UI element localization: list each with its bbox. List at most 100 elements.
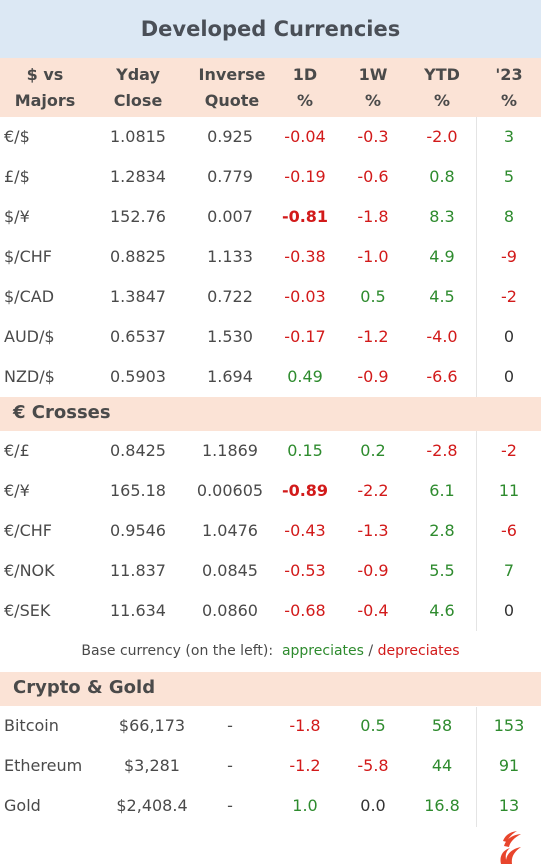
- header-inverse-line1: Inverse: [198, 64, 266, 84]
- pair-label: $/CAD: [4, 287, 55, 306]
- header-1d-line2: %: [296, 90, 314, 110]
- pair-label: Ethereum: [4, 756, 83, 775]
- pair-label: NZD/$: [4, 367, 55, 386]
- change-ytd: 6.1: [429, 481, 455, 500]
- header-1w: 1W%: [318, 58, 428, 117]
- close-value: 165.18: [110, 481, 166, 500]
- change-ytd: -4.0: [426, 327, 458, 346]
- header-ytd-line2: %: [433, 90, 451, 110]
- section-header: € Crosses: [0, 397, 541, 431]
- close-value: $66,173: [118, 716, 186, 735]
- header-pair: $ vs Majors: [0, 58, 100, 117]
- table-row: €/$ 1.0815 0.925 -0.04 -0.3 -2.0 3: [0, 117, 541, 157]
- change-2023: 11: [498, 481, 520, 500]
- change-ytd: 2.8: [429, 521, 455, 540]
- change-1w: -0.9: [357, 561, 389, 580]
- change-1d: -0.19: [284, 167, 326, 186]
- pair-label: €/NOK: [4, 561, 55, 580]
- change-1w: -1.0: [357, 247, 389, 266]
- legend-negative: depreciates: [377, 643, 460, 659]
- change-1w: -0.4: [357, 601, 389, 620]
- change-2023: 0: [503, 367, 515, 386]
- header-23: '23%: [454, 58, 541, 117]
- change-2023: 0: [503, 601, 515, 620]
- header-inverse: Inverse Quote: [177, 58, 287, 117]
- header-1d: 1D%: [250, 58, 360, 117]
- pair-label: €/£: [4, 441, 30, 460]
- change-1w: -0.3: [357, 127, 389, 146]
- inverse-value: 0.00605: [196, 481, 264, 500]
- change-2023: 91: [498, 756, 520, 775]
- change-ytd: 16.8: [424, 796, 460, 815]
- change-1d: 1.0: [292, 796, 318, 815]
- change-2023: 0: [503, 327, 515, 346]
- pair-label: £/$: [4, 167, 30, 186]
- change-1d: -1.8: [289, 716, 321, 735]
- change-ytd: 5.5: [429, 561, 455, 580]
- header-ytd: YTD%: [387, 58, 497, 117]
- change-2023: -6: [501, 521, 517, 540]
- change-1d: -0.53: [284, 561, 326, 580]
- header-1d-line1: 1D: [292, 64, 318, 84]
- change-ytd: 4.5: [429, 287, 455, 306]
- change-2023: 5: [503, 167, 515, 186]
- table-row: $/CAD 1.3847 0.722 -0.03 0.5 4.5 -2: [0, 277, 541, 317]
- page-title: Developed Currencies: [140, 17, 401, 41]
- change-1d: -0.81: [281, 207, 329, 226]
- title-bar: Developed Currencies: [0, 0, 541, 58]
- inverse-value: 1.133: [207, 247, 253, 266]
- close-value: 152.76: [110, 207, 166, 226]
- table-row: $/¥ 152.76 0.007 -0.81 -1.8 8.3 8: [0, 197, 541, 237]
- header-close-line2: Close: [113, 90, 163, 110]
- pair-label: AUD/$: [4, 327, 55, 346]
- pair-label: €/¥: [4, 481, 30, 500]
- change-1d: 0.49: [287, 367, 323, 386]
- change-1w: 0.5: [360, 287, 386, 306]
- change-1d: -0.38: [284, 247, 326, 266]
- change-1w: -1.2: [357, 327, 389, 346]
- change-2023: 8: [503, 207, 515, 226]
- table-row: €/£ 0.8425 1.1869 0.15 0.2 -2.8 -2: [0, 431, 541, 471]
- change-2023: -9: [501, 247, 517, 266]
- header-pair-line2: Majors: [14, 90, 76, 110]
- inverse-value: 0.925: [207, 127, 253, 146]
- legend-separator: /: [368, 643, 374, 659]
- column-divider: [476, 117, 477, 397]
- close-value: 1.0815: [110, 127, 166, 146]
- inverse-value: 1.1869: [202, 441, 258, 460]
- close-value: 0.8825: [110, 247, 166, 266]
- header-1w-line2: %: [364, 90, 382, 110]
- inverse-value: 0.007: [207, 207, 253, 226]
- change-1w: 0.0: [360, 796, 386, 815]
- change-1d: -1.2: [289, 756, 321, 775]
- header-1w-line1: 1W: [358, 64, 388, 84]
- table-row: NZD/$ 0.5903 1.694 0.49 -0.9 -6.6 0: [0, 357, 541, 397]
- header-close: Yday Close: [83, 58, 193, 117]
- inverse-value: -: [227, 756, 233, 775]
- change-1d: -0.68: [284, 601, 326, 620]
- close-value: 0.5903: [110, 367, 166, 386]
- inverse-value: 1.0476: [202, 521, 258, 540]
- pair-label: €/CHF: [4, 521, 52, 540]
- color-legend: Base currency (on the left): appreciates…: [0, 638, 541, 664]
- change-ytd: 0.8: [429, 167, 455, 186]
- change-2023: 3: [503, 127, 515, 146]
- change-ytd: 4.6: [429, 601, 455, 620]
- table-row: €/CHF 0.9546 1.0476 -0.43 -1.3 2.8 -6: [0, 511, 541, 551]
- header-23-line1: '23: [495, 64, 523, 84]
- inverse-value: -: [227, 796, 233, 815]
- inverse-value: 0.722: [207, 287, 253, 306]
- legend-positive: appreciates: [281, 643, 364, 659]
- close-value: 11.634: [110, 601, 166, 620]
- change-1d: -0.04: [284, 127, 326, 146]
- change-1w: -1.3: [357, 521, 389, 540]
- close-value: 1.3847: [110, 287, 166, 306]
- close-value: 0.8425: [110, 441, 166, 460]
- table-row: Ethereum $3,281 - -1.2 -5.8 44 91: [0, 746, 541, 786]
- change-1w: -2.2: [357, 481, 389, 500]
- pair-label: €/SEK: [4, 601, 51, 620]
- header-23-line2: %: [500, 90, 518, 110]
- inverse-value: 0.779: [207, 167, 253, 186]
- flame-logo-icon: [500, 831, 521, 864]
- table-row: Bitcoin $66,173 - -1.8 0.5 58 153: [0, 706, 541, 746]
